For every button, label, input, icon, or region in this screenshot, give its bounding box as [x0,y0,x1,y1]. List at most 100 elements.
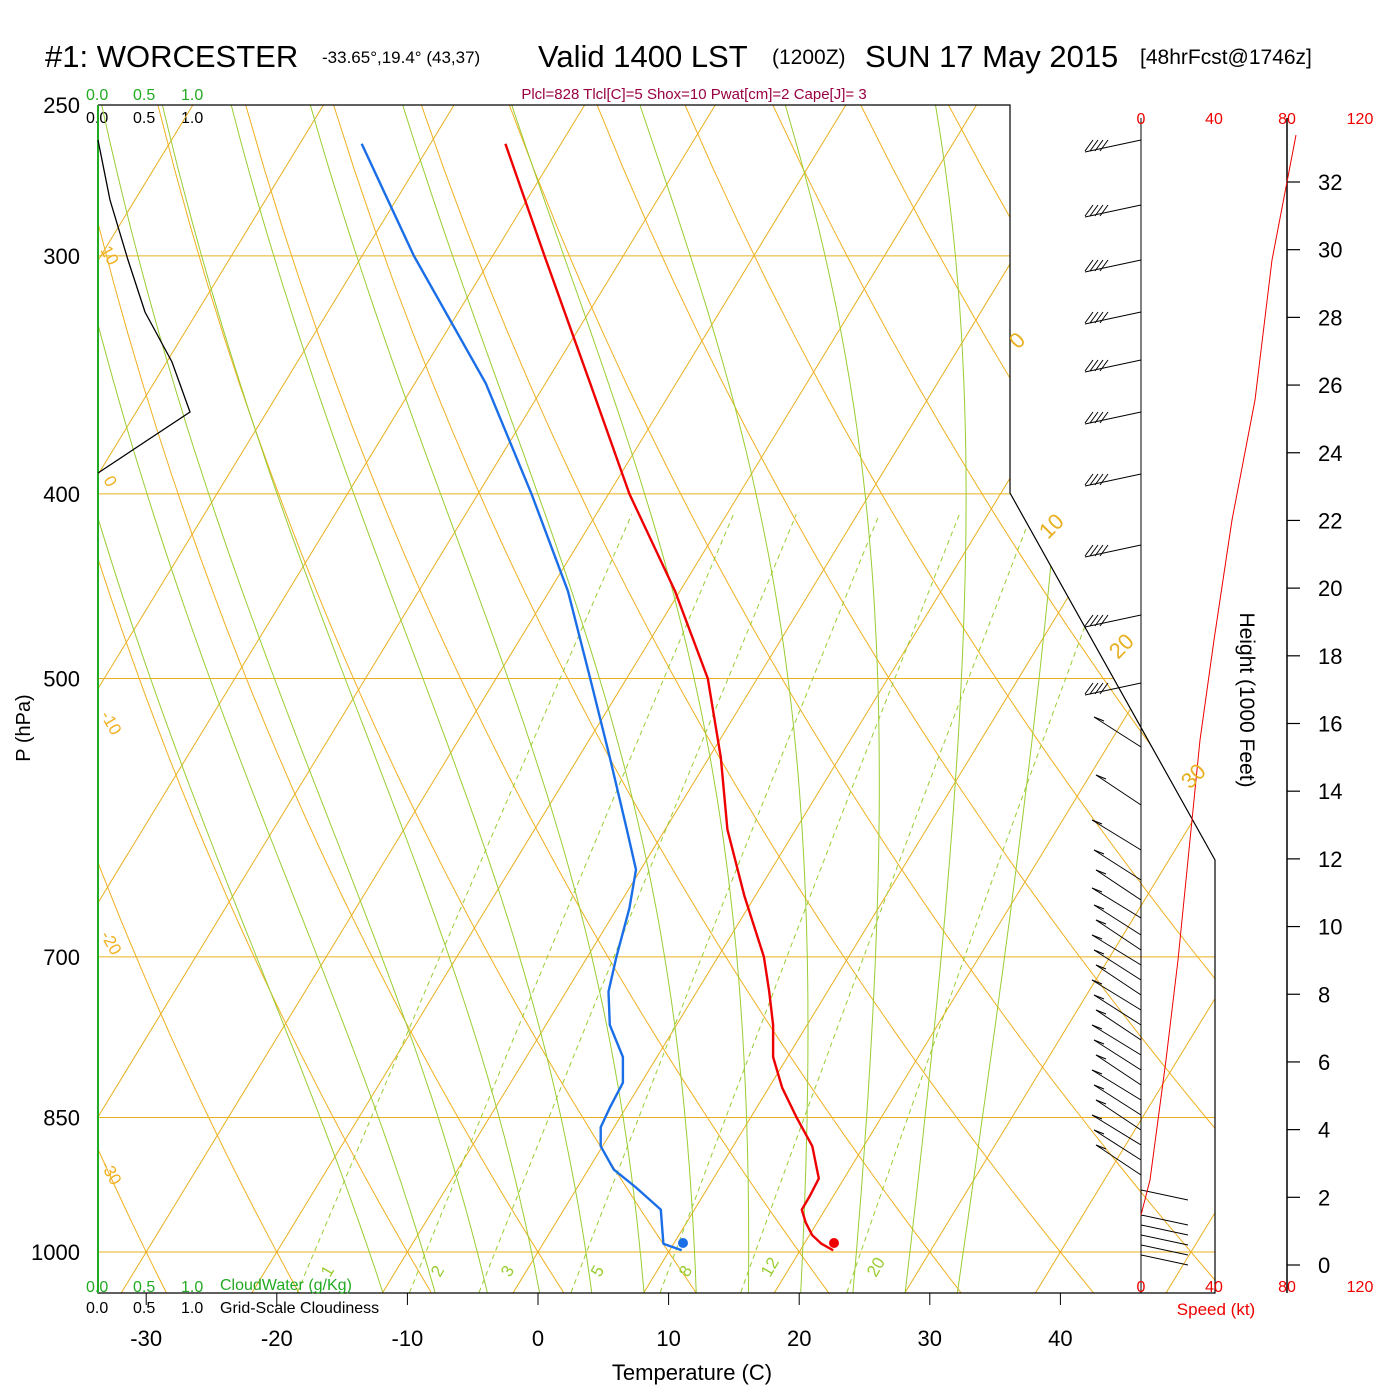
wind-barb [1140,1234,1189,1246]
cloudiness-scale-bottom: 0.0 0.5 1.0 Grid-Scale Cloudiness [86,1300,379,1317]
moist-adiabat-line [98,105,488,1293]
pressure-tick-label: 1000 [31,1240,80,1265]
height-tick-label: 12 [1318,847,1342,872]
dry-adiabat-line [98,105,300,1293]
wind-barb-flag [1089,311,1099,324]
dry-adiabat-line [157,105,697,1293]
mixing-ratio-label: 5 [587,1262,608,1280]
wind-barb [1091,1024,1142,1056]
speed-tick: 40 [1205,111,1223,128]
wind-barb-flag [1091,1069,1103,1075]
wind-barb-flag [1093,716,1105,722]
cloudiness-tick: 1.0 [181,1300,203,1317]
height-tick-label: 28 [1318,305,1342,330]
cloudwater-tick: 1.0 [181,87,203,104]
wind-barb-flag [1084,204,1094,217]
wind-barb-flag [1089,139,1099,152]
height-tick-label: 18 [1318,644,1342,669]
isotherm-label: 30 [1176,759,1211,794]
wind-barb-flag [1094,411,1104,424]
speed-tick: 120 [1347,1279,1374,1296]
wind-barb [1093,1039,1142,1071]
wind-barb [1084,682,1142,696]
utc-time: (1200Z) [772,46,846,69]
wind-barb [1084,411,1142,425]
dry-adiabat-line [98,105,432,1293]
isotherm-line [904,105,1215,1293]
isotherm-line [643,105,1215,1293]
temperature-tick-label: -10 [392,1326,424,1351]
mixing-ratio-label: 3 [497,1262,518,1280]
dry-adiabat-line [98,105,167,1293]
temperature-profile [504,143,834,1252]
wind-barb [1084,544,1142,558]
wind-speed-profile [1140,134,1297,1216]
isotherm-line [98,105,586,1293]
wind-barb-flag [1093,1129,1105,1135]
isotherm-line [1165,105,1215,1293]
wind-barb-flag [1095,1099,1107,1105]
wind-barb [1084,204,1142,218]
speed-tick: 0 [1137,1279,1146,1296]
wind-barb-flag [1089,259,1099,272]
wind-barb [1093,904,1142,936]
height-tick-label: 20 [1318,576,1342,601]
dry-adiabat-line [333,105,962,1293]
temperature-tick-label: -30 [130,1326,162,1351]
mixing-ratio-line [740,514,1033,1293]
mixing-ratio-line [478,514,797,1293]
temperature-tick-label: 10 [656,1326,680,1351]
moist-adiabat-line [154,105,540,1293]
wind-barb [1091,819,1142,851]
isotherm-label: 20 [1104,629,1139,664]
isotherm-line [1297,105,1400,1293]
mixing-ratio-label: 8 [675,1262,696,1280]
mixing-ratio-label: 20 [863,1254,889,1280]
pressure-tick-label: 300 [43,244,80,269]
wind-barb-flag [1084,311,1094,324]
wind-barb-flag [1084,411,1094,424]
wind-barb-flag [1094,139,1104,152]
station-title: #1: WORCESTER [45,39,298,74]
speed-tick: 120 [1347,111,1374,128]
moist-adiabat-line [500,105,750,1293]
wind-barb-flag [1099,614,1109,627]
height-tick-label: 0 [1318,1253,1330,1278]
wind-barb-flag [1091,1024,1103,1030]
wind-barb-flag [1091,1114,1103,1120]
wind-barb-flag [1084,139,1094,152]
height-tick-label: 24 [1318,441,1342,466]
mixing-ratio-line [296,514,633,1293]
wind-barb-flag [1093,904,1105,910]
wind-barb [1095,869,1142,901]
wind-barb-flag [1089,473,1099,486]
isotherm-label: 0 [1004,327,1030,353]
wind-barb-flag [1099,544,1109,557]
wind-barb-flag [1094,473,1104,486]
wind-barb-flag [1084,614,1094,627]
cloudwater-tick: 1.0 [181,1279,203,1296]
wind-barb-flag [1091,979,1103,985]
wind-barbs [1084,139,1189,1266]
dry-adiabat-label: -20 [97,928,126,959]
wind-barb-flag [1084,682,1094,695]
wind-barb [1140,1214,1189,1226]
cloudiness-label: Grid-Scale Cloudiness [220,1300,379,1317]
wind-barb [1093,1084,1142,1116]
dry-adiabat-line [508,105,1215,1293]
cloudiness-tick: 1.0 [181,110,203,127]
height-tick-label: 10 [1318,915,1342,940]
wind-barb-flag [1094,311,1104,324]
dry-adiabat-line [245,105,829,1293]
wind-barb [1084,359,1142,373]
isotherm-line [1034,105,1215,1293]
wind-barb-flag [1093,1084,1105,1090]
cloudwater-scale-bottom: 0.0 0.5 1.0 CloudWater (g/Kg) [86,1277,352,1296]
dry-adiabat-line [684,105,1215,1293]
dry-adiabat-line [1300,105,1400,1292]
wind-barb-flag [1089,411,1099,424]
wind-barb-flag [1099,359,1109,372]
wind-barb-flag [1095,1009,1107,1015]
